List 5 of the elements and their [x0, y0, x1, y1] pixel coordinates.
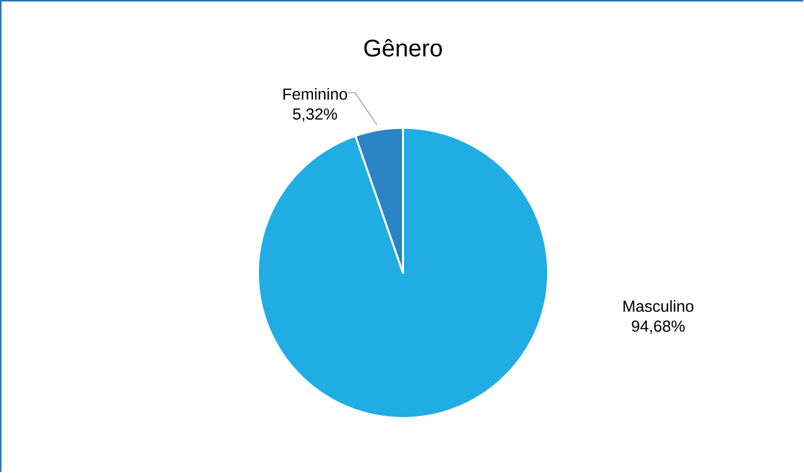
chart-title: Gênero — [364, 39, 442, 57]
slice-label: Masculino — [624, 300, 694, 312]
data-label: 94,68% — [632, 320, 685, 334]
data-label: 5,32% — [292, 108, 337, 122]
slice-label: Feminino — [283, 88, 348, 100]
